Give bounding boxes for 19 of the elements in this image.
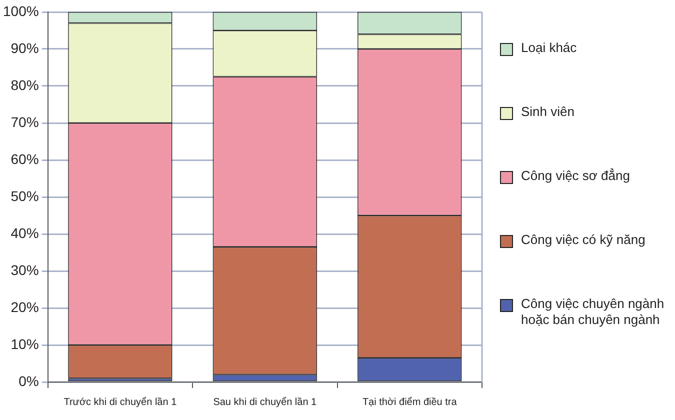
x-tick-label: Trước khi di chuyển lần 1 (64, 396, 178, 408)
y-tick-label: 0% (18, 372, 39, 389)
y-tick-label: 10% (10, 336, 39, 352)
y-tick-label: 90% (10, 40, 39, 56)
y-tick-label: 40% (10, 224, 39, 241)
legend-label: Sinh viên (521, 104, 576, 120)
y-tick-label: 70% (10, 114, 39, 130)
y-tick-label: 50% (10, 188, 39, 204)
y-tick-label: 30% (10, 262, 39, 278)
y-tick-label: 100% (2, 2, 39, 19)
legend-label: Loại khác (521, 40, 578, 56)
x-tick-label: Tại thời điểm điều tra (362, 396, 458, 408)
y-tick-label: 60% (10, 150, 39, 167)
x-tick-label: Sau khi di chuyển lần 1 (213, 396, 318, 408)
legend-label: Công việc chuyên ngành hoặc bán chuyên ngành (521, 296, 666, 328)
legend-label: Công việc có kỹ năng (521, 232, 646, 248)
y-tick-label: 20% (10, 298, 39, 315)
y-tick-label: 80% (10, 76, 39, 93)
text: Công việc sơ đẳng (521, 168, 631, 184)
